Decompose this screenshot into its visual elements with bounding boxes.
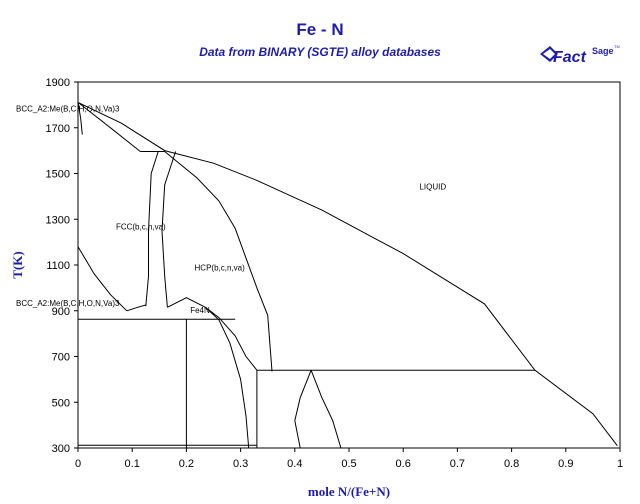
boundary-eps-right [205,306,258,371]
y-tick-label: 1500 [46,169,70,181]
x-axis-label: mole N/(Fe+N) [308,484,390,499]
boundary-eps-left-lower [205,306,250,449]
phase-label: HCP(b,c,n,va) [195,264,246,273]
boundary-bcc-liquid [77,102,141,152]
y-tick-label: 1700 [46,123,70,135]
boundary-loop-left [294,370,312,449]
boundary-fcc-right [161,151,177,308]
boundary-bcc-solvus-high [77,102,83,135]
phase-label: LIQUID [419,183,446,192]
boundary-hcp-right [164,151,273,372]
y-tick-label: 700 [52,352,70,364]
y-axis-ticks: 300 500 700 900 1100 1300 1500 1700 1900 [46,77,78,455]
y-tick-label: 300 [52,443,70,455]
x-tick-label: 0 [75,458,81,470]
x-tick-label: 0.5 [341,458,356,470]
phase-label: FCC(b,c,n,va) [116,223,166,232]
phase-label: BCC_A2:Me(B,C,H,O,N,Va)3 [16,105,120,114]
y-tick-label: 900 [52,306,70,318]
diagram-subtitle: Data from BINARY (SGTE) alloy databases [199,45,441,59]
y-axis-label: T(K) [10,251,25,278]
factsage-logo-tm: TM [614,44,620,49]
phase-label: BCC_A2:Me(B,C,H,O,N,Va)3 [16,299,120,308]
diagram-title: Fe - N [296,20,344,39]
phase-label: Fe4N [190,306,210,315]
x-tick-label: 0.3 [233,458,248,470]
x-tick-label: 0.7 [450,458,465,470]
x-tick-label: 1 [617,458,623,470]
y-tick-label: 1900 [46,77,70,89]
boundary-loop-right [310,370,342,449]
x-tick-label: 0.6 [396,458,411,470]
phase-boundaries [77,101,618,449]
factsage-logo-mark [540,46,558,62]
y-tick-label: 500 [52,397,70,409]
phase-labels: LIQUID FCC(b,c,n,va) HCP(b,c,n,va) Fe4N BCC_… [16,105,446,315]
x-tick-label: 0.4 [287,458,302,470]
boundary-fe4n-cap [167,297,206,308]
x-axis-ticks: 0 0.1 0.2 0.3 0.4 0.5 0.6 0.7 0.8 0.9 1 [75,448,623,470]
y-tick-label: 1300 [46,214,70,226]
boundary-fcc-bcc-curve [126,304,146,312]
factsage-logo-sup: Sage [592,46,614,56]
x-tick-label: 0.8 [504,458,519,470]
x-tick-label: 0.2 [179,458,194,470]
factsage-logo: Fact Sage TM [540,44,620,66]
boundary-bcc-fcc-low [77,246,128,312]
boundary-fcc-left [145,151,159,307]
factsage-logo-text: Fact [553,49,587,66]
boundary-liquidus [77,101,618,447]
y-tick-label: 1100 [46,260,70,272]
x-tick-label: 0.9 [558,458,573,470]
plot-frame [77,81,621,449]
x-tick-label: 0.1 [125,458,140,470]
